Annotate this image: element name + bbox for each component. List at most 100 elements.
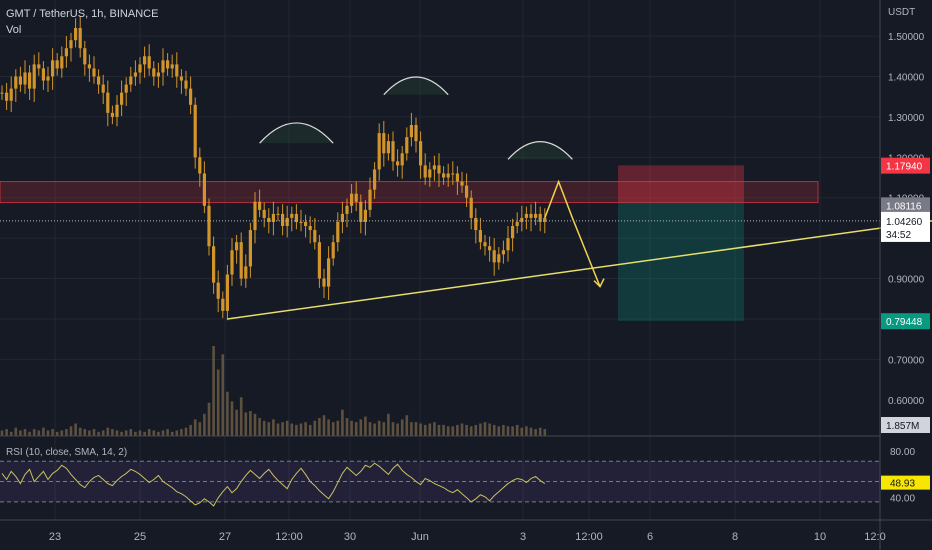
price-tick-label: 0.70000 — [888, 355, 925, 366]
volume-bar — [253, 413, 257, 436]
stop-loss-zone — [618, 165, 744, 203]
volume-bar — [479, 423, 482, 436]
volume-bar — [520, 427, 524, 436]
candle-body — [69, 40, 73, 49]
volume-bar — [249, 411, 252, 436]
chart-drawings[interactable] — [0, 76, 932, 320]
rsi-pane — [0, 460, 880, 507]
volume-bar — [529, 427, 533, 436]
candle-body — [294, 213, 298, 222]
rsi-value-badge: 48.93 — [890, 479, 915, 490]
target-price-badge-bg — [881, 313, 930, 330]
countdown-badge: 34:52 — [886, 230, 911, 241]
candle-body — [74, 28, 78, 41]
volume-bar — [400, 419, 404, 436]
volume-bar — [336, 420, 340, 436]
volume-bar — [465, 424, 468, 436]
candle-body — [538, 213, 542, 222]
last-price-badge: 1.04260 — [886, 217, 923, 228]
volume-bar — [313, 420, 317, 436]
volume-bar — [74, 423, 77, 436]
candle-body — [41, 68, 45, 81]
price-axis[interactable]: USDT1.500001.400001.300001.200001.100000… — [881, 7, 930, 505]
volume-bar — [414, 422, 418, 436]
candle-body — [37, 64, 41, 69]
rsi-tick-label: 80.00 — [890, 447, 915, 458]
volume-bar — [175, 430, 179, 436]
volume-bar — [65, 429, 68, 436]
volume-bar — [230, 401, 234, 436]
time-tick-label: 8 — [732, 531, 738, 543]
rsi-legend[interactable]: RSI (10, close, SMA, 14, 2) — [6, 447, 128, 458]
target-price-badge: 0.79448 — [886, 317, 923, 328]
volume-bar — [203, 413, 206, 436]
volume-bar — [437, 424, 441, 436]
time-axis[interactable]: 23 25 27 12:00 30 Jun 3 12:00 6 8 10 12:0 — [49, 531, 886, 543]
candle-body — [492, 250, 496, 263]
volume-bar — [198, 422, 202, 436]
candle-body — [469, 197, 473, 218]
candle-body — [184, 80, 188, 89]
time-tick-label: 6 — [647, 531, 653, 543]
volume-bars — [0, 346, 547, 436]
candle-body — [133, 72, 137, 77]
candle-body — [520, 217, 524, 222]
volume-bar — [216, 369, 220, 436]
price-tick-label: 1.50000 — [888, 32, 925, 43]
volume-bar — [170, 431, 174, 436]
candle-body — [423, 165, 427, 178]
candle-body — [258, 201, 262, 210]
time-tick-label: 12:00 — [575, 531, 603, 543]
volume-bar — [396, 423, 399, 436]
price-tick-label: 0.60000 — [888, 396, 925, 407]
candle-body — [152, 68, 156, 77]
volume-bar — [147, 429, 151, 436]
candle-body — [18, 76, 22, 85]
candle-body — [497, 254, 501, 263]
volume-bar — [350, 420, 353, 436]
candle-body — [253, 201, 257, 231]
candle-body — [147, 56, 151, 69]
volume-bar — [451, 426, 455, 436]
candle-body — [377, 133, 381, 170]
candle-body — [299, 221, 303, 223]
volume-bar — [469, 426, 473, 436]
candle-body — [506, 238, 510, 251]
price-axis-unit: USDT — [888, 7, 915, 18]
candle-body — [386, 141, 390, 154]
volume-bar — [226, 391, 229, 436]
volume-bar — [106, 427, 110, 436]
volume-bar — [276, 423, 280, 436]
candle-body — [437, 165, 441, 174]
candle-body — [212, 246, 216, 283]
time-tick-label: 27 — [219, 531, 231, 543]
volume-bar — [157, 431, 160, 436]
candle-body — [175, 64, 179, 77]
volume-legend[interactable]: Vol — [6, 24, 22, 36]
symbol-legend[interactable]: GMT / TetherUS, 1h, BINANCE — [6, 8, 159, 20]
volume-bar — [9, 431, 13, 436]
volume-bar — [483, 422, 487, 436]
candle-body — [28, 72, 32, 89]
candle-body — [248, 230, 252, 267]
volume-bar — [354, 422, 358, 436]
volume-bar — [382, 422, 386, 436]
price-tick-label: 1.30000 — [888, 113, 925, 124]
candle-body — [460, 181, 464, 186]
volume-bar — [391, 422, 395, 436]
last-price-badge-bg — [881, 211, 930, 242]
volume-bar — [423, 424, 427, 436]
volume-bar — [285, 420, 289, 436]
candle-body — [290, 213, 294, 218]
candle-body — [120, 92, 124, 105]
pattern-arc — [259, 122, 334, 144]
volume-bar — [235, 409, 238, 436]
volume-bar — [207, 402, 211, 436]
volume-bar — [46, 430, 50, 436]
candle-body — [474, 217, 478, 231]
candle-body — [267, 217, 271, 222]
volume-bar — [92, 429, 96, 436]
candle-body — [87, 64, 91, 69]
volume-bar — [69, 426, 73, 436]
